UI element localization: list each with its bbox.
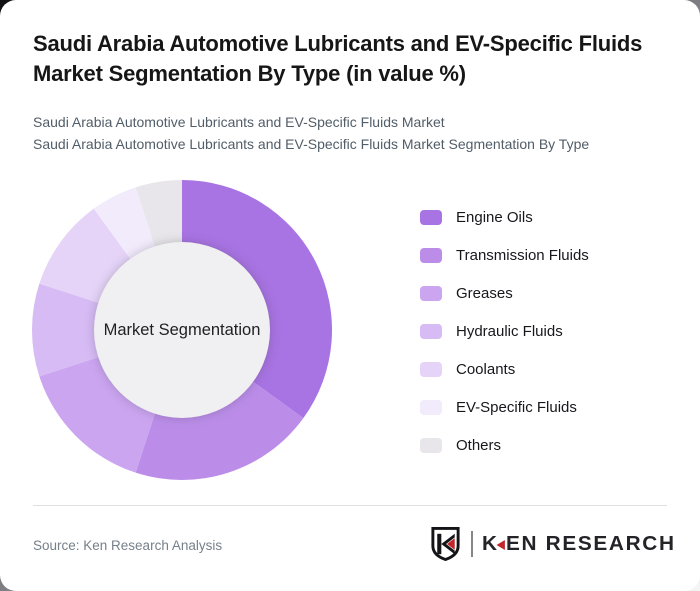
legend-swatch <box>420 362 442 377</box>
donut-hole <box>94 242 270 418</box>
legend-label: Coolants <box>456 361 516 378</box>
legend-swatch <box>420 248 442 263</box>
logo-separator <box>470 531 473 557</box>
legend-item-hydraulic-fluids[interactable]: Hydraulic Fluids <box>420 320 589 343</box>
legend-swatch <box>420 324 442 339</box>
legend-item-transmission-fluids[interactable]: Transmission Fluids <box>420 244 589 267</box>
page-title: Saudi Arabia Automotive Lubricants and E… <box>33 31 643 86</box>
logo-red-triangle-icon <box>496 540 505 550</box>
legend-item-ev-specific-fluids[interactable]: EV-Specific Fluids <box>420 396 589 419</box>
logo-letter-k: K <box>481 532 499 555</box>
legend-label: Transmission Fluids <box>456 247 589 264</box>
legend-label: EV-Specific Fluids <box>456 399 577 416</box>
ken-research-logo: K EN RESEARCH <box>429 524 674 564</box>
chart-subtitles: Saudi Arabia Automotive Lubricants and E… <box>33 111 673 155</box>
legend-label: Others <box>456 437 502 454</box>
legend-label: Engine Oils <box>456 209 533 226</box>
donut-chart-area: Market Segmentation <box>32 180 332 480</box>
legend-swatch <box>420 438 442 453</box>
legend-item-greases[interactable]: Greases <box>420 282 589 305</box>
legend-swatch <box>420 210 442 225</box>
logo-wordmark: K EN RESEARCH <box>482 533 676 556</box>
subtitle-line-1: Saudi Arabia Automotive Lubricants and E… <box>33 114 445 130</box>
subtitle-line-2: Saudi Arabia Automotive Lubricants and E… <box>33 136 590 152</box>
logo-text-rest: EN RESEARCH <box>505 532 676 555</box>
donut-chart <box>32 180 332 480</box>
legend-item-coolants[interactable]: Coolants <box>420 358 589 381</box>
ken-research-shield-icon <box>431 527 460 562</box>
footer-divider <box>33 505 667 506</box>
legend-label: Hydraulic Fluids <box>456 323 563 340</box>
chart-legend: Engine Oils Transmission Fluids Greases … <box>420 206 589 457</box>
legend-swatch <box>420 286 442 301</box>
legend-label: Greases <box>456 285 513 302</box>
legend-item-engine-oils[interactable]: Engine Oils <box>420 206 589 229</box>
legend-swatch <box>420 400 442 415</box>
source-note: Source: Ken Research Analysis <box>33 538 223 553</box>
legend-item-others[interactable]: Others <box>420 434 589 457</box>
